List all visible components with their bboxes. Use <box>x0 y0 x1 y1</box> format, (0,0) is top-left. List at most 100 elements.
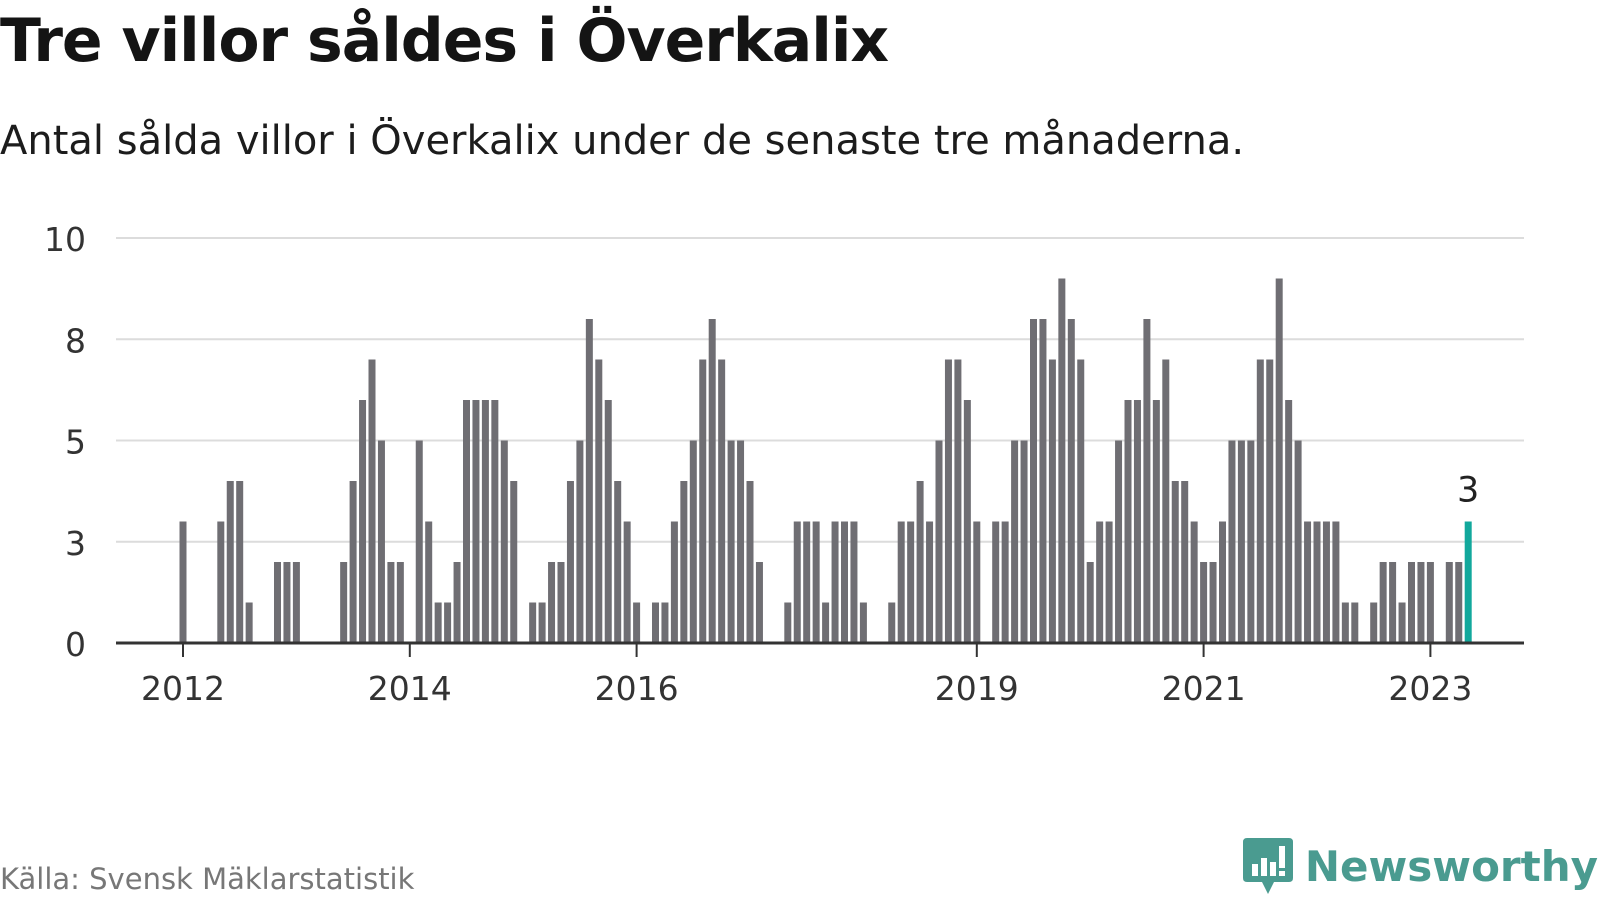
bar <box>1304 521 1312 643</box>
bar <box>1048 359 1056 643</box>
bar <box>538 602 546 643</box>
axes: 0 3 5 8 10 3 2012 2014 2016 2019 2021 2023 <box>44 220 1524 708</box>
bar <box>623 521 631 643</box>
bar <box>425 521 433 643</box>
bar <box>377 440 385 643</box>
x-tick-label: 2023 <box>1388 669 1472 708</box>
bar <box>349 481 357 643</box>
bar <box>340 562 348 643</box>
bar <box>1096 521 1104 643</box>
bar <box>226 481 234 643</box>
bar <box>1445 562 1453 643</box>
bar <box>1105 521 1113 643</box>
bar <box>661 602 669 643</box>
x-tick-label: 2021 <box>1162 669 1246 708</box>
bars <box>179 278 1472 643</box>
bar <box>1266 359 1274 643</box>
source-note: Källa: Svensk Mäklarstatistik <box>0 862 415 896</box>
bar <box>529 602 537 643</box>
bar <box>1351 602 1359 643</box>
bar <box>850 521 858 643</box>
gridlines <box>116 237 1524 543</box>
bar <box>1398 602 1406 643</box>
bar <box>604 400 612 643</box>
bar <box>737 440 745 643</box>
bar <box>1181 481 1189 643</box>
bar <box>1256 359 1264 643</box>
bar <box>217 521 225 643</box>
bar <box>1039 319 1047 643</box>
bar <box>387 562 395 643</box>
bar <box>274 562 281 643</box>
y-tick-label: 5 <box>65 423 86 462</box>
bar <box>1209 562 1217 643</box>
bar <box>396 562 404 643</box>
bar <box>963 400 971 643</box>
x-tick-label: 2012 <box>141 669 225 708</box>
bar <box>1124 400 1132 643</box>
bar <box>283 562 291 643</box>
bar <box>841 521 848 643</box>
bar <box>1322 521 1330 643</box>
bar <box>1001 521 1009 643</box>
bar <box>859 602 867 643</box>
bar <box>916 481 924 643</box>
bar <box>718 359 726 643</box>
bar <box>1011 440 1019 643</box>
bar <box>944 359 952 643</box>
bar <box>935 440 943 643</box>
bar <box>746 481 754 643</box>
y-tick-label: 10 <box>44 220 86 259</box>
bar <box>831 521 839 643</box>
bar <box>557 562 565 643</box>
bar <box>510 481 518 643</box>
bar <box>453 562 461 643</box>
x-tick-label: 2016 <box>595 669 679 708</box>
bar <box>1067 319 1075 643</box>
bar <box>897 521 905 643</box>
bar <box>1247 440 1255 643</box>
bar <box>434 602 442 643</box>
bar <box>1237 440 1245 643</box>
bar <box>292 562 300 643</box>
bar <box>1285 400 1293 643</box>
bar <box>1020 440 1028 643</box>
bar <box>926 521 934 643</box>
chart-title: Tre villor såldes i Överkalix <box>0 6 889 76</box>
bar <box>1426 562 1434 643</box>
bar <box>888 602 896 643</box>
bar <box>689 440 697 643</box>
bar <box>548 562 556 643</box>
bar <box>359 400 367 643</box>
bar <box>463 400 470 643</box>
bar <box>585 319 593 643</box>
newsworthy-chart-bubble-icon <box>1242 838 1293 894</box>
bar <box>755 562 763 643</box>
bar <box>236 481 244 643</box>
bar <box>472 400 480 643</box>
bar <box>812 521 820 643</box>
y-tick-label: 3 <box>65 524 86 563</box>
bar <box>1417 562 1425 643</box>
bar <box>1219 521 1226 643</box>
chart-subtitle: Antal sålda villor i Överkalix under de … <box>0 118 1245 164</box>
brand-name: Newsworthy <box>1304 841 1598 891</box>
bar-chart: 0 3 5 8 10 3 2012 2014 2016 2019 2021 2023 <box>44 220 1524 708</box>
bar <box>784 602 792 643</box>
bar <box>699 359 707 643</box>
bar <box>1332 521 1340 643</box>
bar <box>614 481 622 643</box>
bar <box>1379 562 1387 643</box>
bar <box>973 521 981 643</box>
bar <box>1086 562 1094 643</box>
bar <box>1294 440 1302 643</box>
bar <box>822 602 830 643</box>
bar <box>481 400 489 643</box>
bar <box>368 359 376 643</box>
bar <box>576 440 584 643</box>
bar <box>566 481 574 643</box>
bar <box>500 440 508 643</box>
bar-highlight <box>1464 521 1472 643</box>
brand-logo[interactable]: Newsworthy <box>1242 838 1598 894</box>
bar <box>1275 278 1283 643</box>
